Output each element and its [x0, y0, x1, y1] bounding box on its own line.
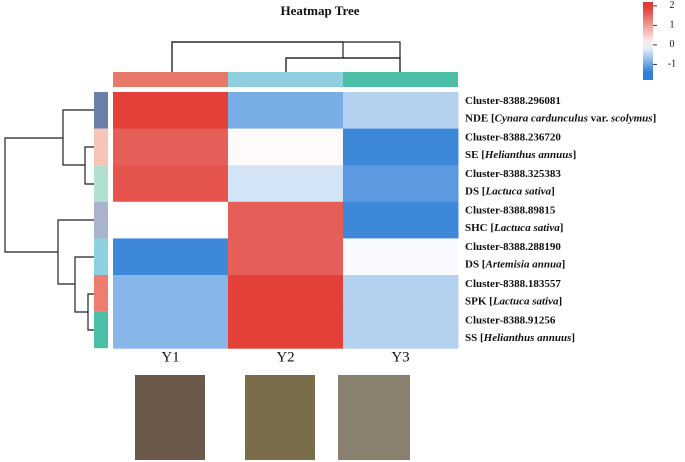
- desc-part: scolymus: [610, 112, 653, 124]
- row-desc: SS [Helianthus annuus]: [465, 331, 575, 343]
- row-cluster: Cluster-8388.296081: [465, 95, 561, 107]
- cell: [343, 311, 459, 349]
- desc-part: ]: [551, 185, 555, 197]
- row-desc: DS [Lactuca sativa]: [465, 185, 555, 197]
- cell: [113, 92, 229, 130]
- row-color: [94, 201, 108, 239]
- cell: [343, 275, 459, 313]
- row-color: [94, 275, 108, 312]
- desc-part: NDE [: [465, 112, 495, 124]
- photo: [338, 375, 410, 460]
- row-desc: SPK [Lactuca sativa]: [465, 295, 562, 307]
- desc-part: SS [: [465, 331, 484, 343]
- row-cluster: Cluster-8388.183557: [465, 278, 561, 290]
- desc-part: ]: [559, 295, 563, 307]
- row-desc: SE [Helianthus annuus]: [465, 148, 576, 160]
- cell: [228, 275, 344, 313]
- desc-part: DS [: [465, 185, 486, 197]
- sample-photos: [135, 375, 410, 460]
- cell: [113, 128, 229, 166]
- desc-part: Helianthus annuus: [484, 148, 573, 160]
- colorbar-tick-label: 1: [670, 20, 675, 31]
- photo: [135, 375, 205, 460]
- desc-part: DS [: [465, 258, 486, 270]
- row-cluster: Cluster-8388.288190: [465, 241, 561, 253]
- desc-part: ]: [571, 331, 575, 343]
- cell: [113, 238, 229, 276]
- row-tree: [4, 109, 94, 331]
- row-cluster: Cluster-8388.325383: [465, 168, 561, 180]
- colorbar-tick-label: 0: [670, 39, 675, 50]
- desc-part: var.: [588, 112, 611, 124]
- row-color: [94, 128, 108, 166]
- row-cluster: Cluster-8388.91256: [465, 314, 556, 326]
- colorbar-tick-label: 2: [670, 0, 675, 11]
- cell: [228, 128, 344, 166]
- row-color: [94, 92, 108, 129]
- cell: [113, 311, 229, 349]
- row-desc: DS [Artemisia annua]: [465, 258, 565, 270]
- cell: [228, 165, 344, 203]
- desc-part: SPK [: [465, 295, 493, 307]
- colorbar-tick-label: -1: [668, 59, 676, 70]
- desc-part: ]: [653, 112, 657, 124]
- desc-part: SE [: [465, 148, 485, 160]
- desc-part: ]: [573, 148, 577, 160]
- row-color: [94, 311, 108, 349]
- row-cluster: Cluster-8388.236720: [465, 131, 561, 143]
- cell: [343, 92, 459, 130]
- column-tree: [171, 41, 401, 72]
- column-color: [113, 72, 228, 87]
- cell: [113, 165, 229, 203]
- desc-part: Cynara cardunculus: [495, 112, 588, 124]
- column-label: Y1: [161, 349, 179, 365]
- desc-part: Lactuca sativa: [484, 185, 551, 197]
- desc-part: Artemisia annua: [484, 258, 562, 270]
- row-desc: SHC [Lactuca sativa]: [465, 222, 563, 234]
- desc-part: ]: [560, 222, 564, 234]
- desc-part: Helianthus annuus: [483, 331, 572, 343]
- cell: [228, 92, 344, 130]
- cell: [228, 311, 344, 349]
- cell: [343, 238, 459, 276]
- row-cluster: Cluster-8388.89815: [465, 205, 556, 217]
- cell: [228, 201, 344, 239]
- column-dendrogram: [171, 41, 401, 72]
- column-label: Y2: [276, 349, 294, 365]
- column-label: Y3: [391, 349, 409, 365]
- photo: [245, 375, 315, 460]
- desc-part: Lactuca sativa: [492, 295, 559, 307]
- cell: [113, 201, 229, 239]
- desc-part: SHC [: [465, 222, 494, 234]
- row-color: [94, 238, 108, 275]
- column-color: [343, 72, 458, 87]
- cell: [343, 165, 459, 203]
- column-color: [228, 72, 343, 87]
- colorbar: [643, 2, 653, 80]
- row-dendrogram: [4, 109, 94, 331]
- chart-title: Heatmap Tree: [280, 3, 359, 18]
- cell: [343, 128, 459, 166]
- cell: [228, 238, 344, 276]
- desc-part: Lactuca sativa: [493, 222, 560, 234]
- row-desc: NDE [Cynara cardunculus var. scolymus]: [465, 112, 656, 124]
- cell: [113, 275, 229, 313]
- cell: [343, 201, 459, 239]
- desc-part: ]: [562, 258, 566, 270]
- row-color: [94, 165, 108, 202]
